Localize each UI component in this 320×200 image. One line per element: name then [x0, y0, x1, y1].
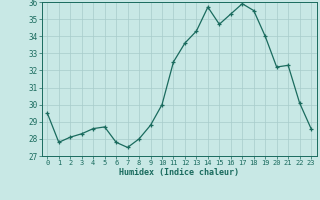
X-axis label: Humidex (Indice chaleur): Humidex (Indice chaleur) — [119, 168, 239, 177]
